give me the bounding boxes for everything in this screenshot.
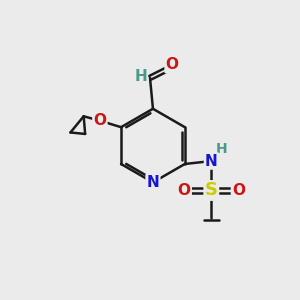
Text: O: O: [93, 113, 106, 128]
Text: H: H: [216, 142, 227, 156]
Text: S: S: [205, 182, 218, 200]
Text: O: O: [178, 183, 191, 198]
Text: H: H: [134, 69, 147, 84]
Text: N: N: [205, 154, 218, 169]
Text: O: O: [166, 57, 178, 72]
Text: N: N: [147, 175, 159, 190]
Text: O: O: [232, 183, 245, 198]
